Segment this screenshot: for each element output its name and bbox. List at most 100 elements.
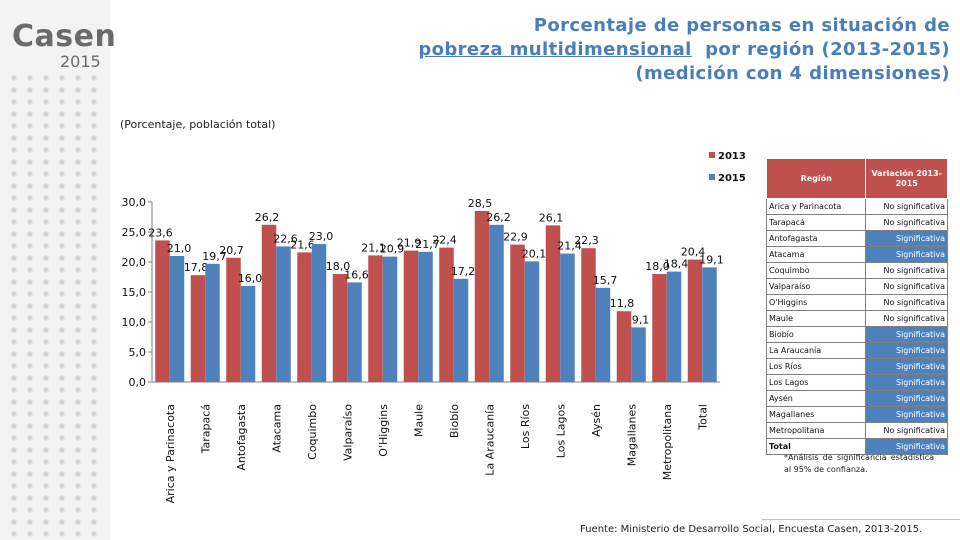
table-cell-region: Los Ríos xyxy=(765,358,867,375)
bar-2013 xyxy=(474,211,490,382)
dot xyxy=(59,279,65,285)
dot xyxy=(59,195,65,201)
dot xyxy=(27,459,33,465)
category-label: Coquimbo xyxy=(306,404,319,460)
table-cell-variation: No significativa xyxy=(865,262,948,279)
dot xyxy=(27,267,33,273)
dot xyxy=(91,531,97,537)
data-label-2015: 16,6 xyxy=(344,268,369,281)
dot xyxy=(43,315,49,321)
category-label: Los Lagos xyxy=(554,404,567,458)
data-label-2013: 11,8 xyxy=(610,297,635,310)
dot xyxy=(43,459,49,465)
category-label: Atacama xyxy=(270,404,283,453)
dot xyxy=(59,495,65,501)
data-label-2015: 21,7 xyxy=(415,238,440,251)
dot xyxy=(59,399,65,405)
dot xyxy=(43,183,49,189)
dot xyxy=(11,411,17,417)
bar-chart: 0,0 5,0 10,0 15,0 20,0 25,0 30,0 23,6 21,0 Arica … xyxy=(122,151,746,503)
dot xyxy=(59,219,65,225)
dot xyxy=(27,75,33,81)
dot xyxy=(75,111,81,117)
dot xyxy=(75,507,81,513)
dot xyxy=(59,303,65,309)
dot xyxy=(59,183,65,189)
dot xyxy=(91,171,97,177)
y-tick-label: 5,0 xyxy=(129,346,147,359)
dot xyxy=(27,111,33,117)
dot xyxy=(43,495,49,501)
data-label-2013: 26,2 xyxy=(255,211,280,224)
dot xyxy=(27,387,33,393)
dot xyxy=(75,411,81,417)
table-row: Antofagasta Significativa xyxy=(765,230,948,247)
dot xyxy=(75,267,81,273)
dot xyxy=(91,447,97,453)
table-cell-variation: Significativa xyxy=(865,230,948,247)
dot xyxy=(43,447,49,453)
dot xyxy=(91,243,97,249)
dot xyxy=(11,267,17,273)
dot xyxy=(59,519,65,525)
dot xyxy=(75,99,81,105)
data-label-2015: 19,1 xyxy=(699,253,724,266)
category-label: Los Ríos xyxy=(519,404,532,449)
dot xyxy=(59,507,65,513)
legend-swatch-2013 xyxy=(709,152,715,158)
data-label-2013: 28,5 xyxy=(468,197,493,210)
dot xyxy=(43,195,49,201)
table-cell-region: Metropolitana xyxy=(765,422,867,439)
dot xyxy=(59,135,65,141)
table-row: La Araucanía Significativa xyxy=(765,342,948,359)
dot xyxy=(11,315,17,321)
bar-2015 xyxy=(560,253,575,382)
dot xyxy=(75,459,81,465)
dot xyxy=(75,471,81,477)
logo-name: Casen xyxy=(12,19,117,54)
dot xyxy=(91,99,97,105)
y-tick-label: 0,0 xyxy=(129,376,147,389)
bar-2015 xyxy=(702,267,717,382)
dot xyxy=(27,123,33,129)
dot xyxy=(11,171,17,177)
dot xyxy=(11,327,17,333)
dot xyxy=(75,231,81,237)
bar-2015 xyxy=(453,278,469,382)
dot xyxy=(59,147,65,153)
dot xyxy=(27,423,33,429)
dot xyxy=(75,339,81,345)
data-label-2013: 18,0 xyxy=(326,260,351,273)
dot xyxy=(59,459,65,465)
table-cell-region: Maule xyxy=(765,310,867,327)
bar-2013 xyxy=(297,252,312,382)
dot xyxy=(11,159,17,165)
bar-2013 xyxy=(439,247,454,382)
table-cell-region: Los Lagos xyxy=(765,374,867,391)
dot xyxy=(59,123,65,129)
table-cell-variation: No significativa xyxy=(865,214,948,231)
data-label-2015: 23,0 xyxy=(309,230,334,243)
dot xyxy=(27,183,33,189)
dot xyxy=(27,435,33,441)
category-label: Arica y Parinacota xyxy=(164,404,177,503)
dot xyxy=(11,531,17,537)
data-label-2013: 18,0 xyxy=(645,260,670,273)
dot xyxy=(11,339,17,345)
data-label-2013: 21,9 xyxy=(397,237,422,250)
page-title: Porcentaje de personas en situación de p… xyxy=(310,14,950,86)
dot xyxy=(75,435,81,441)
y-tick-label: 25,0 xyxy=(122,226,147,239)
table-row: O'Higgins No significativa xyxy=(765,294,948,311)
dot xyxy=(91,291,97,297)
data-label-2015: 18,4 xyxy=(664,258,689,271)
data-label-2013: 17,8 xyxy=(184,261,209,274)
table-row: Biobío Significativa xyxy=(765,326,948,343)
table-row: Total Significativa xyxy=(765,438,948,455)
dot xyxy=(43,147,49,153)
dot xyxy=(43,219,49,225)
dot xyxy=(27,207,33,213)
title-link[interactable]: pobreza multidimensional xyxy=(418,39,692,60)
category-label: Total xyxy=(696,404,709,431)
bar-2015 xyxy=(347,282,362,382)
